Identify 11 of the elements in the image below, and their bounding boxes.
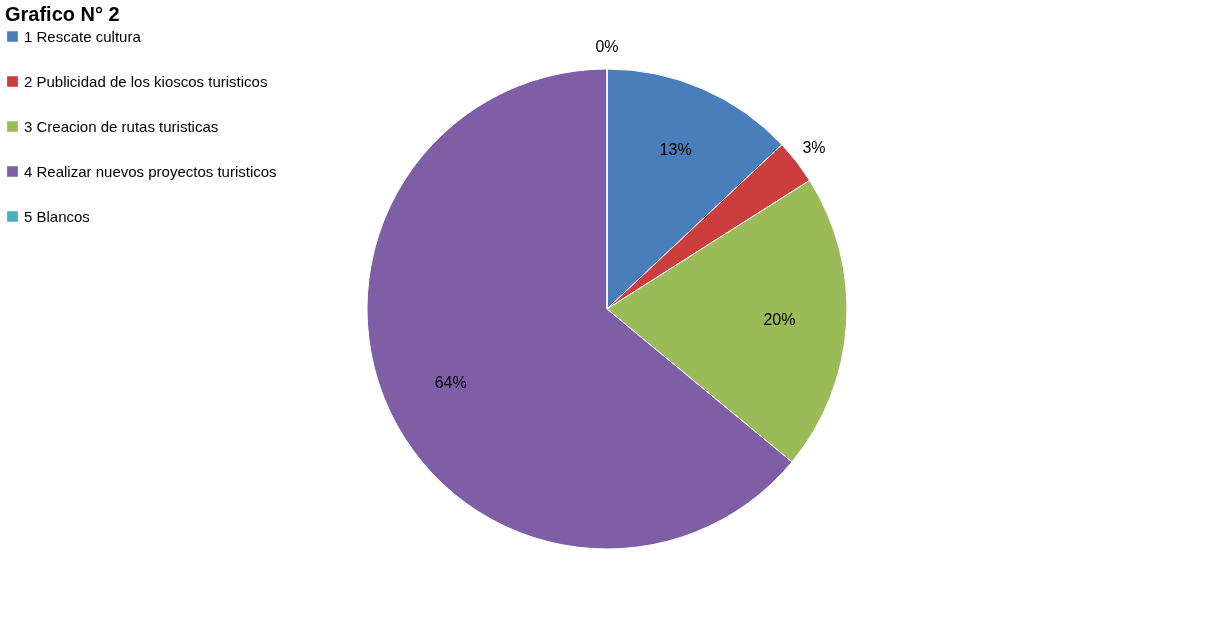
legend-label: 5 Blancos bbox=[24, 207, 90, 225]
legend-label: 1 Rescate cultura bbox=[24, 27, 142, 45]
text: 0% bbox=[595, 38, 619, 55]
chart-title: Grafico N° 2 bbox=[5, 3, 120, 25]
legend-label: 4 Realizar nuevos proyectos turisticos bbox=[24, 162, 277, 180]
data-label: 13% bbox=[659, 141, 692, 159]
data-label: 20% bbox=[763, 310, 796, 328]
data-label: 3% bbox=[802, 139, 826, 157]
legend-label: 3 Creacion de rutas turisticas bbox=[24, 117, 219, 135]
data-label: 64% bbox=[434, 373, 467, 391]
legend-label: 2 Publicidad de los kioscos turisticos bbox=[24, 72, 268, 90]
